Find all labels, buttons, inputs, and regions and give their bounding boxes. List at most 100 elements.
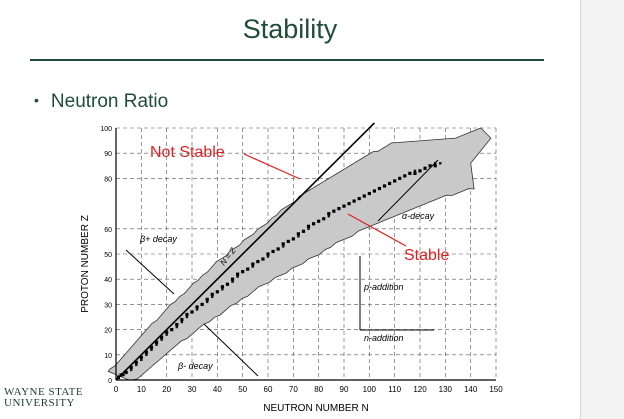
stable-point (135, 363, 138, 367)
stable-point (124, 370, 128, 375)
stable-point (307, 227, 310, 230)
stable-point (170, 328, 174, 332)
stable-point (433, 164, 437, 168)
stable-point (251, 265, 254, 268)
stability-chart: 0 10 20 30 40 50 60 70 80 90 100 110 120 130 140 150 0 10… (80, 122, 503, 414)
stable-point (130, 368, 133, 372)
stable-point (185, 312, 189, 317)
stable-point (129, 365, 133, 369)
stable-point (439, 162, 442, 165)
y-tick-label: 100 (100, 126, 112, 133)
stable-point (327, 215, 330, 218)
stable-point (377, 186, 382, 191)
stable-point (423, 166, 427, 170)
x-tick-label: 130 (439, 385, 453, 394)
y-tick-label: 0 (108, 378, 112, 385)
chart-axes (115, 122, 496, 381)
y-tick-label: 20 (104, 328, 112, 335)
stable-point (357, 196, 361, 201)
chart-labels: 0 10 20 30 40 50 60 70 80 90 100 110 120 130 140 150 0 10… (80, 126, 503, 414)
stable-point (221, 288, 224, 291)
alpha-decay-label: α-decay (402, 211, 435, 221)
stable-point (312, 222, 316, 226)
stable-point (317, 219, 321, 223)
stable-point (327, 212, 331, 216)
y-tick-label: 80 (104, 176, 112, 183)
logo-line-1: WAYNE STATE (4, 386, 84, 398)
stable-point (276, 247, 280, 251)
alpha-decay-arrow (377, 159, 439, 222)
stable-point (301, 229, 306, 233)
stable-point (140, 358, 143, 362)
x-tick-label: 120 (413, 385, 427, 394)
y-tick-label: 40 (104, 277, 112, 284)
x-tick-label: 20 (162, 385, 171, 394)
stable-point (206, 300, 209, 304)
x-tick-label: 80 (314, 385, 323, 394)
university-logo: WAYNE STATE UNIVERSITY (4, 387, 83, 409)
y-tick-label: 10 (104, 353, 112, 360)
stable-point (165, 333, 168, 336)
x-tick-label: 60 (264, 385, 273, 394)
stable-point (175, 325, 178, 329)
stable-point (236, 272, 240, 276)
stable-point (220, 285, 224, 289)
stable-point (296, 232, 300, 236)
stable-point (282, 245, 285, 248)
stable-point (122, 373, 125, 377)
known-nuclides-region (107, 127, 492, 381)
stable-point (155, 343, 158, 346)
stable-point (388, 181, 392, 186)
stable-point (266, 255, 270, 258)
beta-plus-decay-arrow (125, 249, 175, 295)
x-tick-label: 0 (114, 385, 119, 394)
bullet-text: Neutron Ratio (50, 91, 169, 112)
stable-point (418, 169, 422, 173)
stable-point (382, 184, 387, 188)
stable-point (215, 290, 219, 294)
stable-point (149, 345, 154, 349)
slide: Stability • Neutron Ratio 0 10 20 30 40 50 60 70… (4, 14, 544, 414)
stable-point (139, 355, 143, 359)
stable-point (241, 270, 245, 274)
stable-point (271, 249, 275, 254)
stable-point (413, 171, 417, 175)
stable-point (342, 204, 346, 208)
stable-point (286, 239, 290, 243)
x-tick-label: 140 (464, 385, 478, 394)
stable-point (180, 320, 184, 324)
stable-point (322, 217, 326, 221)
stable-point (180, 317, 184, 322)
stable-point (352, 199, 356, 203)
stable-point (165, 330, 169, 334)
stable-point (195, 305, 199, 309)
bullet-item: • Neutron Ratio (34, 91, 168, 113)
stable-point (160, 335, 164, 339)
x-tick-label: 50 (238, 385, 247, 394)
stable-point (236, 275, 239, 278)
stable-point (398, 176, 402, 180)
y-tick-label: 50 (104, 252, 112, 259)
stable-point (403, 174, 407, 178)
side-panel (580, 0, 624, 419)
not-stable-arrow (243, 153, 301, 180)
stable-point (297, 235, 300, 238)
y-tick-label: 30 (104, 302, 112, 309)
beta-minus-decay-arrow (203, 323, 259, 377)
p-addition-label: p-addition (363, 282, 404, 292)
stable-point (413, 169, 417, 173)
stable-point (281, 242, 285, 246)
beta-plus-decay-label: β+ decay (139, 234, 177, 244)
stable-point (428, 164, 432, 168)
beta-minus-decay-label: β- decay (177, 361, 213, 371)
stable-point (266, 252, 270, 256)
n-equals-z-line (115, 122, 375, 381)
x-tick-label: 90 (340, 385, 349, 394)
y-tick-label: 60 (104, 227, 112, 234)
stable-point (393, 179, 397, 183)
chart-region (107, 127, 492, 381)
x-tick-label: 70 (289, 385, 298, 394)
stable-point (205, 297, 209, 301)
stable-point (337, 207, 341, 211)
bullet-dot-icon: • (34, 92, 39, 108)
